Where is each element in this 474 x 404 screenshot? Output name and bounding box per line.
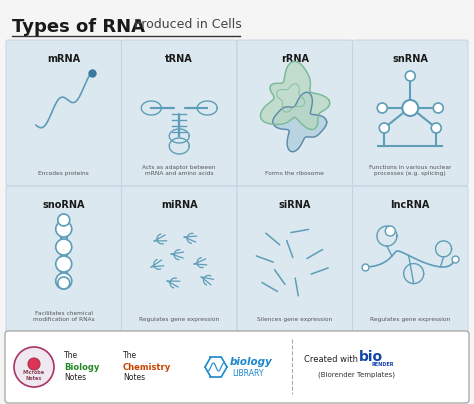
FancyBboxPatch shape — [353, 186, 468, 332]
Circle shape — [56, 256, 72, 272]
Text: siRNA: siRNA — [279, 200, 311, 210]
Circle shape — [56, 221, 72, 237]
Text: Facilitates chemical
modification of RNAs: Facilitates chemical modification of RNA… — [33, 311, 95, 322]
Circle shape — [56, 239, 72, 255]
Text: Produced in Cells: Produced in Cells — [130, 18, 242, 31]
Text: tRNA: tRNA — [165, 54, 193, 64]
Circle shape — [58, 277, 70, 289]
Text: Acts as adaptor between
mRNA and amino acids: Acts as adaptor between mRNA and amino a… — [143, 165, 216, 176]
Text: Notes: Notes — [64, 374, 86, 383]
Polygon shape — [141, 101, 161, 115]
Text: Notes: Notes — [123, 374, 145, 383]
Text: The: The — [123, 351, 137, 360]
Text: bio: bio — [359, 350, 383, 364]
Text: miRNA: miRNA — [161, 200, 198, 210]
Text: Regulates gene expression: Regulates gene expression — [139, 317, 219, 322]
Text: LIBRARY: LIBRARY — [232, 370, 264, 379]
FancyBboxPatch shape — [237, 40, 353, 186]
Text: Forms the ribosome: Forms the ribosome — [265, 171, 324, 176]
Circle shape — [14, 347, 54, 387]
Text: The: The — [64, 351, 78, 360]
FancyBboxPatch shape — [6, 40, 121, 186]
Text: snRNA: snRNA — [392, 54, 428, 64]
FancyBboxPatch shape — [121, 186, 237, 332]
Text: biology: biology — [230, 357, 273, 367]
Text: Notes: Notes — [26, 375, 42, 381]
Text: lncRNA: lncRNA — [391, 200, 430, 210]
Circle shape — [379, 123, 389, 133]
Polygon shape — [169, 129, 189, 143]
Circle shape — [405, 71, 415, 81]
Circle shape — [28, 358, 40, 370]
Text: Biology: Biology — [64, 362, 100, 372]
FancyBboxPatch shape — [237, 186, 353, 332]
Circle shape — [431, 123, 441, 133]
FancyBboxPatch shape — [6, 186, 121, 332]
Circle shape — [58, 214, 70, 226]
Polygon shape — [169, 138, 189, 154]
Text: Created with: Created with — [304, 354, 358, 364]
Circle shape — [385, 226, 395, 236]
Text: Silences gene expression: Silences gene expression — [257, 317, 332, 322]
Circle shape — [377, 103, 387, 113]
Polygon shape — [197, 101, 217, 115]
Text: Microbe: Microbe — [23, 370, 45, 375]
Text: (Biorender Templates): (Biorender Templates) — [318, 372, 395, 378]
Circle shape — [402, 100, 418, 116]
Text: Regulates gene expression: Regulates gene expression — [370, 317, 450, 322]
FancyBboxPatch shape — [353, 40, 468, 186]
Polygon shape — [260, 61, 330, 130]
Circle shape — [433, 103, 443, 113]
Circle shape — [56, 273, 72, 289]
Text: RENDER: RENDER — [372, 362, 394, 366]
Text: mRNA: mRNA — [47, 54, 80, 64]
FancyBboxPatch shape — [5, 331, 469, 403]
Text: Encodes proteins: Encodes proteins — [38, 171, 89, 176]
Text: Functions in various nuclear
processes (e.g. splicing): Functions in various nuclear processes (… — [369, 165, 451, 176]
Text: snoRNA: snoRNA — [43, 200, 85, 210]
Text: Chemistry: Chemistry — [123, 362, 171, 372]
FancyBboxPatch shape — [121, 40, 237, 186]
Text: Types of RNA: Types of RNA — [12, 18, 145, 36]
Polygon shape — [175, 104, 183, 112]
Polygon shape — [273, 92, 327, 152]
Text: rRNA: rRNA — [281, 54, 309, 64]
